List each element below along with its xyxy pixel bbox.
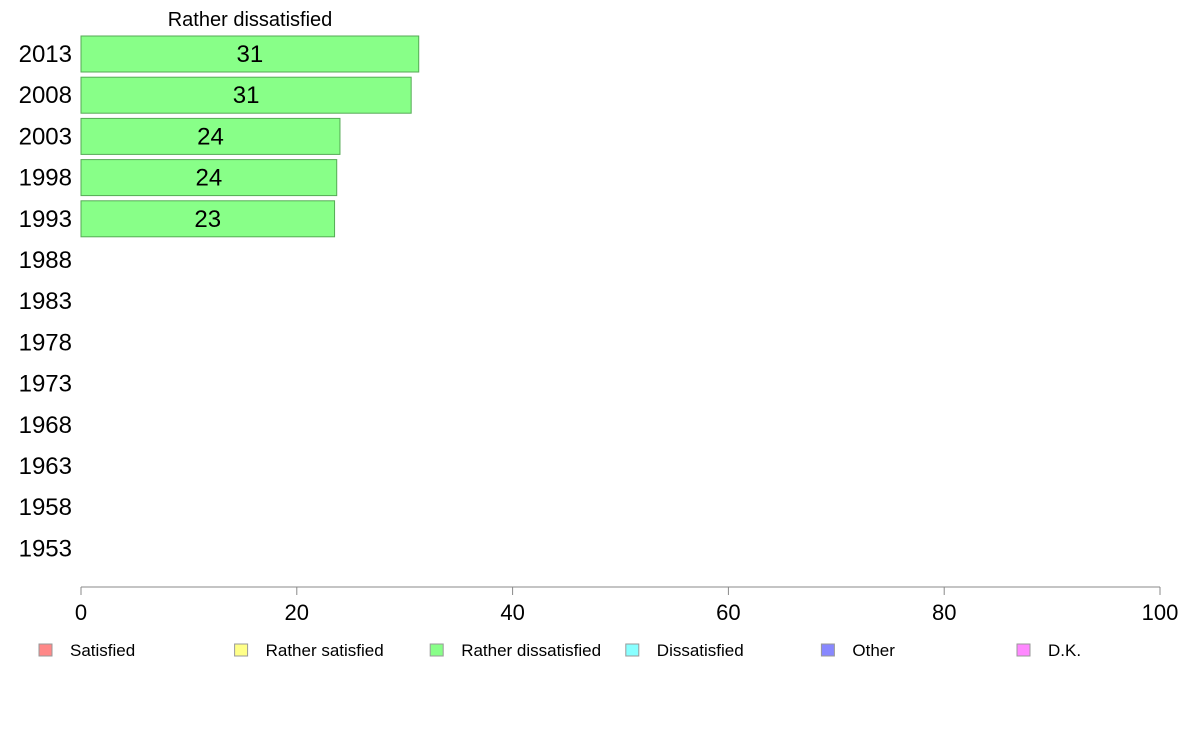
- chart-title: Rather dissatisfied: [168, 9, 333, 31]
- legend-swatch: [1016, 643, 1031, 657]
- y-tick-label: 2003: [19, 123, 72, 150]
- y-tick-label: 1993: [19, 206, 72, 233]
- legend-swatch: [38, 643, 53, 657]
- legend-label: D.K.: [1048, 641, 1081, 660]
- legend-label: Dissatisfied: [657, 641, 744, 660]
- legend-swatch: [429, 643, 444, 657]
- y-tick-label: 1998: [19, 165, 72, 192]
- legend-swatch: [820, 643, 835, 657]
- x-tick-label: 40: [500, 600, 524, 625]
- bar-data-label: 31: [233, 82, 260, 109]
- bar: [80, 35, 420, 73]
- legend-label: Rather dissatisfied: [461, 641, 601, 660]
- bar: [80, 76, 412, 114]
- y-tick-label: 1983: [19, 288, 72, 315]
- y-tick-labels-group: 2013 2008 2003 1998 1993 1988 1983 1978 1973 1968…: [19, 41, 72, 562]
- y-tick-label: 1958: [19, 494, 72, 521]
- y-tick-label: 1973: [19, 371, 72, 398]
- legend-swatch: [234, 643, 249, 657]
- y-tick-label: 1953: [19, 535, 72, 562]
- legend-swatch: [625, 643, 640, 657]
- bars-group: [80, 35, 420, 238]
- x-tick-label: 0: [75, 600, 87, 625]
- y-tick-label: 1988: [19, 247, 72, 274]
- legend-label: Other: [852, 641, 895, 660]
- x-axis: 0 20 40 60 80 100: [75, 586, 1179, 625]
- x-tick-label: 20: [285, 600, 309, 625]
- legend: Satisfied Rather satisfied Rather dissatis…: [38, 641, 1081, 660]
- bar-data-label: 24: [196, 165, 223, 192]
- legend-label: Rather satisfied: [266, 641, 384, 660]
- bar-data-label: 31: [237, 41, 264, 68]
- x-tick-label: 100: [1142, 600, 1179, 625]
- bar: [80, 159, 338, 197]
- y-tick-label: 2008: [19, 82, 72, 109]
- bar-data-label: 23: [194, 206, 221, 233]
- bar-data-label: 24: [197, 123, 224, 150]
- bar: [80, 117, 341, 155]
- legend-label: Satisfied: [70, 641, 135, 660]
- bar-labels-group: 31 31 24 24 23: [194, 41, 263, 233]
- y-tick-label: 2013: [19, 41, 72, 68]
- y-tick-label: 1968: [19, 412, 72, 439]
- x-tick-label: 80: [932, 600, 956, 625]
- x-tick-label: 60: [716, 600, 740, 625]
- bar: [80, 200, 336, 238]
- y-tick-label: 1978: [19, 329, 72, 356]
- y-tick-label: 1963: [19, 453, 72, 480]
